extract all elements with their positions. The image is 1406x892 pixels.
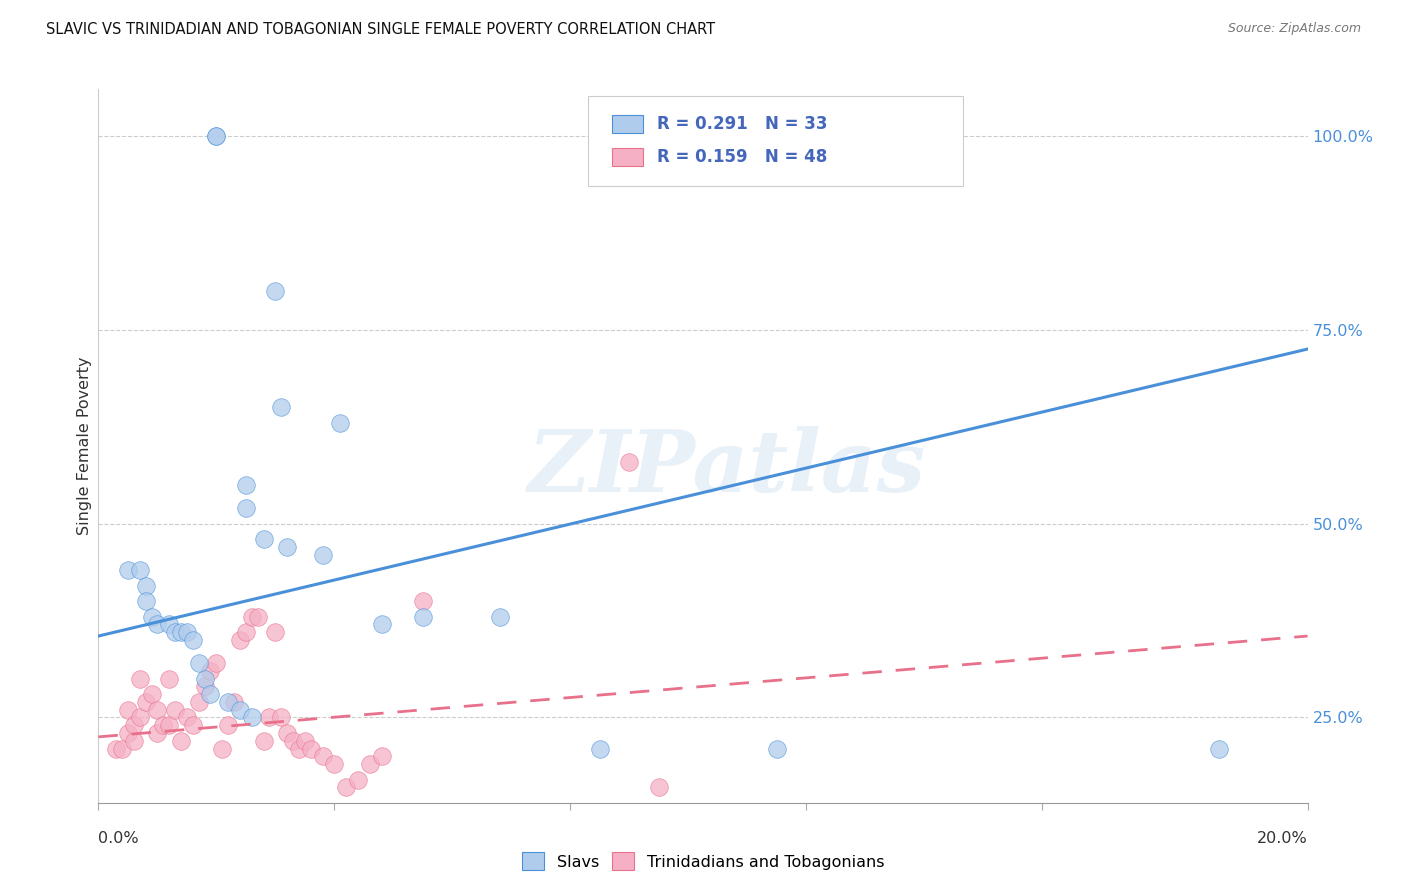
Point [170,625,193,640]
Legend: Slavs, Trinidadians and Tobagonians: Slavs, Trinidadians and Tobagonians [515,846,891,877]
Point [176,625,198,640]
Point [200,687,222,701]
Point [187,695,209,709]
Point [1208,741,1230,756]
Text: 0.0%: 0.0% [98,831,139,847]
Y-axis label: Single Female Poverty: Single Female Poverty [77,357,91,535]
Point [299,741,322,756]
Point [359,757,381,772]
Point [181,718,204,732]
Text: ZIPatlas: ZIPatlas [529,425,927,509]
Point [200,664,222,678]
Point [122,733,145,747]
FancyBboxPatch shape [588,96,963,186]
Point [135,695,157,709]
Text: R = 0.159   N = 48: R = 0.159 N = 48 [657,148,827,166]
Point [222,695,245,709]
Point [181,632,204,647]
Point [270,710,292,724]
Point [217,718,239,732]
Point [240,609,263,624]
Point [235,625,257,640]
Point [146,617,169,632]
Point [270,401,292,415]
Point [176,710,198,724]
Text: SLAVIC VS TRINIDADIAN AND TOBAGONIAN SINGLE FEMALE POVERTY CORRELATION CHART: SLAVIC VS TRINIDADIAN AND TOBAGONIAN SIN… [46,22,716,37]
Point [335,780,357,795]
Point [187,656,209,670]
Point [205,128,228,143]
Point [347,772,370,787]
Point [264,625,287,640]
Point [135,579,157,593]
Point [288,741,311,756]
Point [281,733,304,747]
Point [589,741,612,756]
Point [765,741,787,756]
Point [276,540,298,554]
Point [252,733,274,747]
Point [128,563,150,577]
Point [135,594,157,608]
Point [117,726,139,740]
Point [229,632,252,647]
Point [412,594,434,608]
Point [194,672,217,686]
Point [105,741,128,756]
Point [141,687,163,701]
Text: R = 0.291   N = 33: R = 0.291 N = 33 [657,115,828,133]
Point [252,532,274,546]
Point [146,703,169,717]
Point [152,718,174,732]
Point [294,733,316,747]
Point [128,710,150,724]
Point [194,680,217,694]
Point [157,617,180,632]
Text: Source: ZipAtlas.com: Source: ZipAtlas.com [1227,22,1361,36]
Point [111,741,134,756]
Point [235,477,257,491]
Point [311,749,333,764]
Point [648,780,671,795]
Point [157,672,180,686]
Point [259,710,281,724]
Point [141,609,163,624]
Point [122,718,145,732]
Point [264,284,287,298]
Point [235,501,257,516]
Point [488,609,510,624]
Point [329,416,352,430]
Point [165,703,187,717]
Point [370,617,392,632]
Point [229,703,252,717]
Point [370,749,392,764]
Point [165,625,187,640]
Point [217,695,239,709]
Point [170,733,193,747]
Point [412,609,434,624]
Point [323,757,346,772]
Point [276,726,298,740]
Point [117,563,139,577]
Point [240,710,263,724]
Point [128,672,150,686]
FancyBboxPatch shape [613,115,643,133]
Point [117,703,139,717]
Point [246,609,269,624]
Point [311,548,333,562]
FancyBboxPatch shape [613,148,643,166]
Point [205,128,228,143]
Point [205,656,228,670]
Point [157,718,180,732]
Point [146,726,169,740]
Text: 20.0%: 20.0% [1257,831,1308,847]
Point [211,741,233,756]
Point [619,454,641,468]
